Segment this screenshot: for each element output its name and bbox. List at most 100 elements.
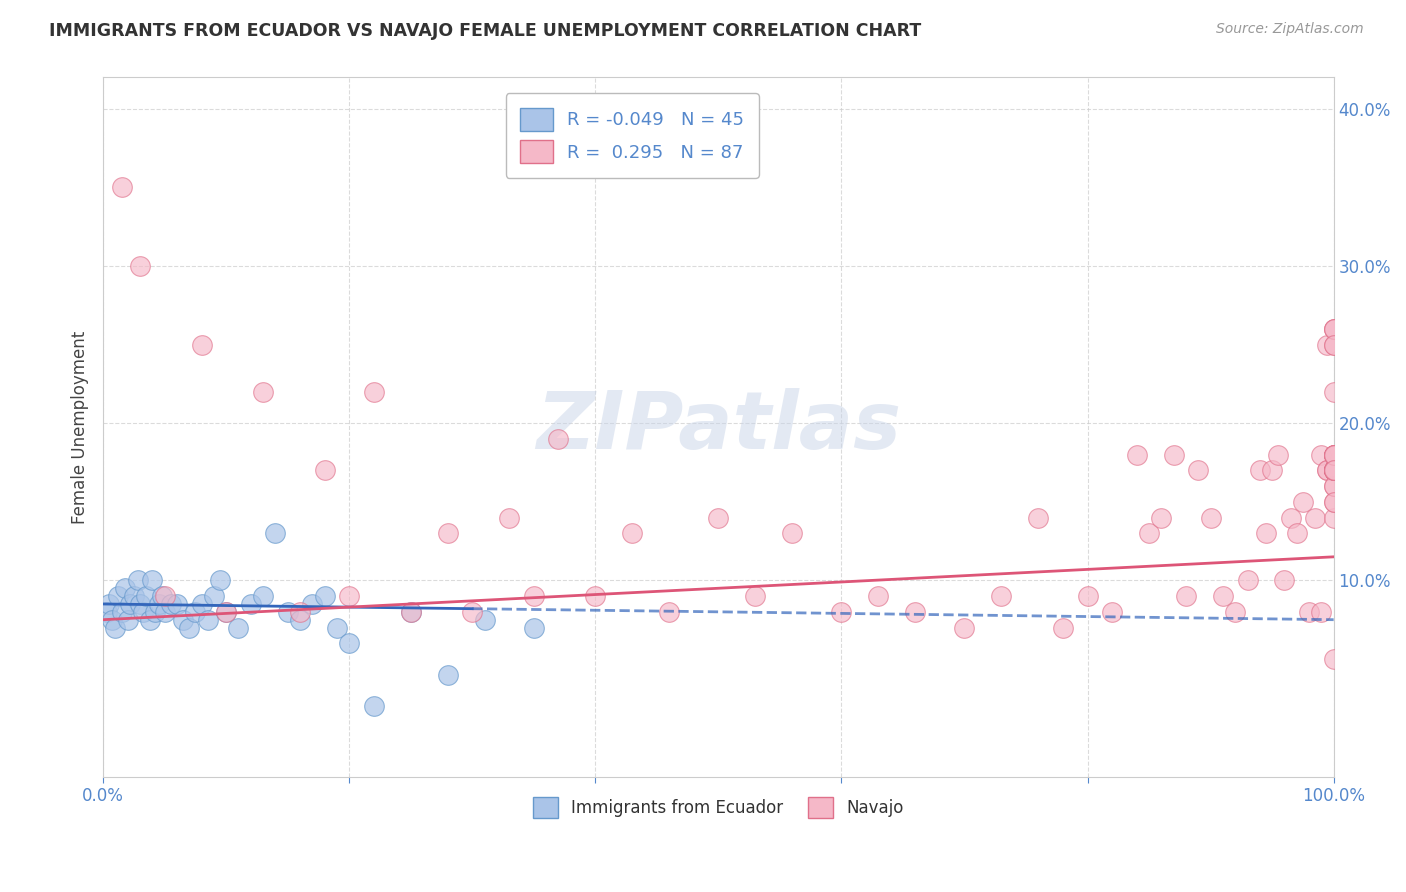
Point: [208, 574, 231, 588]
Point: [190, 597, 212, 611]
Point: [363, 384, 385, 399]
Point: [1323, 463, 1346, 477]
Point: [780, 526, 803, 541]
Point: [1225, 605, 1247, 619]
Point: [990, 589, 1012, 603]
Point: [1316, 337, 1339, 351]
Point: [523, 589, 546, 603]
Point: [1175, 589, 1198, 603]
Point: [1212, 589, 1234, 603]
Point: [1323, 448, 1346, 462]
Point: [399, 605, 422, 619]
Point: [148, 597, 170, 611]
Point: [129, 597, 152, 611]
Y-axis label: Female Unemployment: Female Unemployment: [72, 331, 89, 524]
Point: [337, 636, 360, 650]
Point: [131, 605, 153, 619]
Point: [139, 613, 162, 627]
Point: [1323, 463, 1346, 477]
Point: [252, 589, 274, 603]
Point: [1323, 463, 1346, 477]
Point: [314, 463, 336, 477]
Point: [264, 526, 287, 541]
Point: [1323, 384, 1346, 399]
Point: [1187, 463, 1209, 477]
Point: [197, 613, 219, 627]
Point: [830, 605, 852, 619]
Point: [1323, 463, 1346, 477]
Point: [1323, 448, 1346, 462]
Point: [1137, 526, 1160, 541]
Point: [461, 605, 484, 619]
Point: [98, 597, 121, 611]
Point: [215, 605, 238, 619]
Point: [129, 259, 152, 273]
Point: [547, 432, 569, 446]
Point: [621, 526, 644, 541]
Point: [252, 384, 274, 399]
Point: [100, 613, 122, 627]
Point: [153, 605, 176, 619]
Point: [1323, 322, 1346, 336]
Point: [1261, 463, 1284, 477]
Point: [107, 589, 129, 603]
Point: [1323, 652, 1346, 666]
Point: [1323, 510, 1346, 524]
Text: IMMIGRANTS FROM ECUADOR VS NAVAJO FEMALE UNEMPLOYMENT CORRELATION CHART: IMMIGRANTS FROM ECUADOR VS NAVAJO FEMALE…: [49, 22, 921, 40]
Point: [436, 667, 458, 681]
Text: Source: ZipAtlas.com: Source: ZipAtlas.com: [1216, 22, 1364, 37]
Point: [135, 589, 157, 603]
Point: [399, 605, 422, 619]
Point: [288, 613, 311, 627]
Point: [1323, 463, 1346, 477]
Point: [1323, 448, 1346, 462]
Point: [190, 337, 212, 351]
Point: [288, 605, 311, 619]
Point: [301, 597, 323, 611]
Point: [1310, 605, 1333, 619]
Point: [1274, 574, 1296, 588]
Point: [228, 621, 250, 635]
Point: [1323, 463, 1346, 477]
Point: [1279, 510, 1302, 524]
Point: [1267, 448, 1289, 462]
Point: [314, 589, 336, 603]
Point: [104, 621, 127, 635]
Point: [1323, 495, 1346, 509]
Point: [523, 621, 546, 635]
Point: [1323, 463, 1346, 477]
Point: [1236, 574, 1258, 588]
Point: [1303, 510, 1326, 524]
Point: [127, 574, 149, 588]
Point: [1323, 322, 1346, 336]
Point: [1323, 463, 1346, 477]
Point: [1323, 463, 1346, 477]
Point: [1323, 448, 1346, 462]
Point: [143, 605, 166, 619]
Point: [202, 589, 225, 603]
Point: [1310, 448, 1333, 462]
Point: [1199, 510, 1222, 524]
Point: [114, 581, 136, 595]
Point: [326, 621, 349, 635]
Point: [122, 589, 145, 603]
Point: [1150, 510, 1173, 524]
Point: [239, 597, 262, 611]
Point: [1316, 463, 1339, 477]
Point: [1026, 510, 1049, 524]
Point: [337, 589, 360, 603]
Point: [96, 605, 118, 619]
Point: [474, 613, 496, 627]
Point: [1323, 463, 1346, 477]
Point: [1292, 495, 1315, 509]
Point: [166, 597, 188, 611]
Point: [1323, 463, 1346, 477]
Point: [150, 589, 173, 603]
Point: [658, 605, 681, 619]
Point: [110, 605, 132, 619]
Point: [1323, 322, 1346, 336]
Point: [179, 621, 201, 635]
Point: [1323, 479, 1346, 493]
Point: [1249, 463, 1271, 477]
Point: [1323, 448, 1346, 462]
